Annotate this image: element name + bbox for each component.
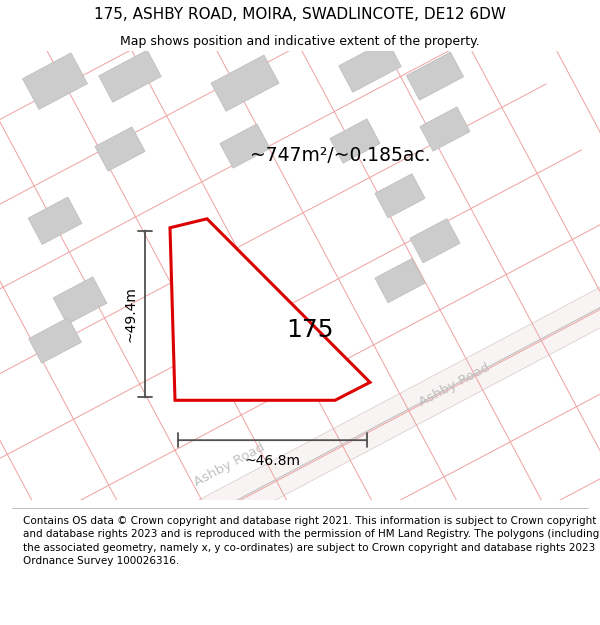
Polygon shape <box>229 312 271 348</box>
Text: 175: 175 <box>286 319 334 342</box>
Text: 175, ASHBY ROAD, MOIRA, SWADLINCOTE, DE12 6DW: 175, ASHBY ROAD, MOIRA, SWADLINCOTE, DE1… <box>94 7 506 22</box>
Polygon shape <box>410 219 460 263</box>
Polygon shape <box>211 55 279 111</box>
Polygon shape <box>187 261 233 301</box>
Polygon shape <box>375 174 425 218</box>
Polygon shape <box>420 107 470 151</box>
Text: Ashby Road: Ashby Road <box>193 441 268 489</box>
Text: ~46.8m: ~46.8m <box>245 454 301 468</box>
Polygon shape <box>406 52 464 100</box>
Polygon shape <box>98 50 161 102</box>
Polygon shape <box>95 127 145 171</box>
Text: Contains OS data © Crown copyright and database right 2021. This information is : Contains OS data © Crown copyright and d… <box>23 516 599 566</box>
Polygon shape <box>53 277 107 324</box>
Polygon shape <box>28 197 82 244</box>
Polygon shape <box>220 124 270 168</box>
Polygon shape <box>0 214 600 625</box>
Text: ~747m²/~0.185ac.: ~747m²/~0.185ac. <box>250 146 431 166</box>
Polygon shape <box>338 40 401 92</box>
Polygon shape <box>23 53 88 109</box>
Polygon shape <box>330 119 380 163</box>
Polygon shape <box>29 318 82 363</box>
Polygon shape <box>170 219 370 400</box>
Text: ~49.4m: ~49.4m <box>123 286 137 342</box>
Polygon shape <box>375 259 425 302</box>
Text: Ashby Road: Ashby Road <box>418 361 493 409</box>
Text: Map shows position and indicative extent of the property.: Map shows position and indicative extent… <box>120 34 480 48</box>
